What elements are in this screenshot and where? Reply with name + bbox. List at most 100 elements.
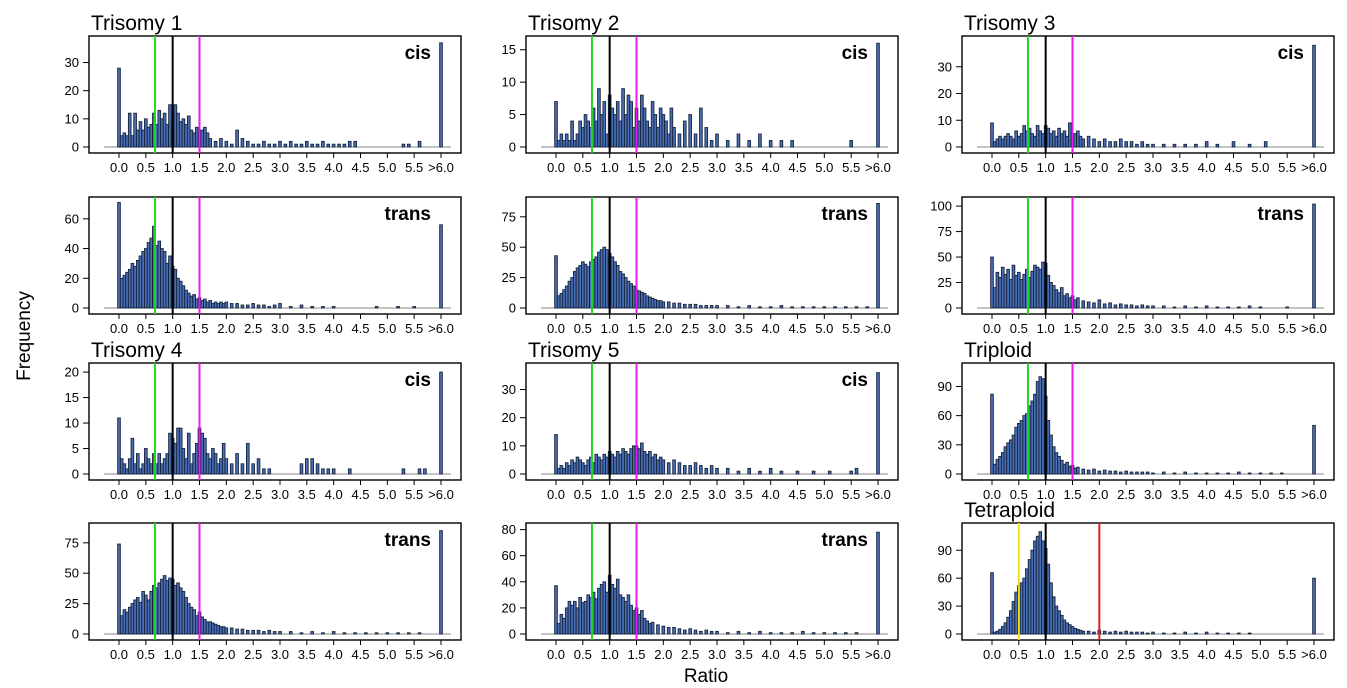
histogram-bar — [1076, 297, 1080, 309]
histogram-bar — [1280, 472, 1284, 475]
x-tick-label: 2.5 — [1117, 160, 1135, 175]
x-tick-label: 0.5 — [137, 160, 155, 175]
histogram-bar — [1092, 631, 1096, 635]
x-tick-label: 5.0 — [1251, 321, 1269, 336]
y-tick-label: 50 — [502, 240, 516, 255]
x-tick-label: 3.5 — [298, 321, 316, 336]
histogram-bar — [251, 463, 255, 475]
histogram-bar — [127, 112, 132, 148]
panel-frame — [88, 362, 462, 481]
histogram-bar — [267, 143, 272, 148]
x-tick-label: 4.0 — [1198, 160, 1216, 175]
histogram-bar — [374, 632, 379, 635]
y-tick-label: 25 — [65, 596, 79, 611]
x-tick-label: 5.5 — [842, 321, 860, 336]
panel-tag: cis — [405, 370, 431, 391]
x-tick-label: 5.0 — [815, 647, 833, 662]
histogram-bar — [1129, 141, 1134, 148]
histogram-bar — [1113, 630, 1118, 635]
histogram-panel: 0 10 20 30 0.0 0.5 1.0 1.5 2.0 2.5 3.0 3.5 4.0 4.5 5.0… — [65, 12, 462, 175]
histogram-bar — [1113, 141, 1118, 148]
histogram-bar — [401, 143, 406, 148]
histogram-bar — [326, 143, 331, 148]
y-tick-label: 30 — [938, 437, 952, 452]
histogram-bar — [267, 306, 272, 309]
histogram-bar — [283, 143, 288, 148]
histogram-bar — [758, 630, 762, 635]
histogram-bar — [833, 632, 837, 635]
histogram-bar — [331, 631, 336, 635]
histogram-bar — [1108, 141, 1112, 148]
x-tick-label: 3.5 — [735, 321, 753, 336]
histogram-bar — [342, 632, 347, 635]
histogram-bar — [246, 629, 250, 635]
histogram-bar — [1172, 306, 1177, 309]
histogram-bar — [1145, 632, 1150, 635]
y-tick-label: 25 — [502, 270, 516, 285]
histogram-bar — [262, 140, 266, 148]
y-tick-label: 25 — [938, 275, 952, 290]
histogram-bar — [747, 632, 751, 635]
histogram-bar — [677, 302, 682, 309]
histogram-bar — [672, 302, 676, 309]
histogram-bar — [1124, 304, 1128, 309]
histogram-panel: 0 30 60 90 0.0 0.5 1.0 1.5 2.0 2.5 3.0 3.5 4.0 4.5 5.0… — [938, 339, 1335, 502]
x-tick-label: 3.0 — [708, 647, 726, 662]
y-tick-label: 5 — [72, 441, 79, 456]
histogram-bar — [299, 632, 304, 635]
histogram-bar — [1204, 305, 1209, 309]
y-tick-label: 20 — [65, 365, 79, 380]
x-tick-label: 3.0 — [1144, 160, 1162, 175]
histogram-bar — [554, 101, 558, 148]
histogram-bar — [299, 143, 304, 148]
x-tick-label: 4.5 — [1224, 647, 1242, 662]
histogram-bar — [310, 306, 314, 309]
histogram-bar — [725, 305, 730, 309]
panel-title: Trisomy 2 — [528, 12, 619, 35]
x-tick-label: 0.5 — [137, 321, 155, 336]
histogram-bar — [1129, 304, 1134, 309]
histogram-bar — [790, 306, 794, 309]
histogram-bar — [1119, 471, 1123, 475]
histogram-bar — [256, 458, 261, 475]
histogram-bar — [117, 202, 121, 309]
histogram-bar — [1081, 138, 1086, 148]
histogram-bar — [677, 462, 682, 475]
histogram-bar — [1151, 143, 1155, 148]
x-tick-label: 4.0 — [1198, 487, 1216, 502]
histogram-bar — [709, 305, 714, 309]
histogram-bar — [310, 143, 314, 148]
histogram-bar — [1081, 300, 1086, 309]
x-tick-label: 5.5 — [1278, 487, 1296, 502]
histogram-bar — [650, 621, 655, 635]
histogram-bar — [715, 630, 719, 635]
panel-title: Trisomy 4 — [91, 339, 183, 362]
histogram-bar — [1161, 143, 1166, 148]
histogram-bar — [990, 572, 994, 635]
histogram-bar — [1092, 468, 1096, 475]
histogram-bar — [865, 306, 870, 309]
histogram-bar — [246, 442, 250, 475]
histogram-bar — [423, 468, 427, 475]
histogram-bar — [1097, 299, 1102, 309]
histogram-bar — [844, 632, 848, 635]
histogram-bar — [1124, 630, 1128, 635]
histogram-bar — [294, 143, 298, 148]
histogram-bar — [1119, 138, 1123, 148]
x-tick-label: 1.5 — [190, 647, 208, 662]
histogram-bar — [1102, 138, 1107, 148]
histogram-bar — [310, 631, 314, 635]
histogram-bar — [315, 463, 320, 475]
x-tick-label: 1.0 — [601, 321, 619, 336]
histogram-bar — [554, 434, 558, 475]
histogram-bar — [736, 630, 741, 635]
histogram-bar — [224, 301, 229, 309]
histogram-bar — [1092, 138, 1096, 148]
histogram-bar — [331, 306, 336, 309]
histogram-bar — [688, 303, 692, 309]
x-tick-label: 0.0 — [983, 647, 1001, 662]
histogram-bar — [683, 303, 687, 309]
x-tick-label: 5.5 — [1278, 647, 1296, 662]
histogram-bar — [666, 462, 671, 475]
histogram-bar — [1076, 466, 1080, 475]
